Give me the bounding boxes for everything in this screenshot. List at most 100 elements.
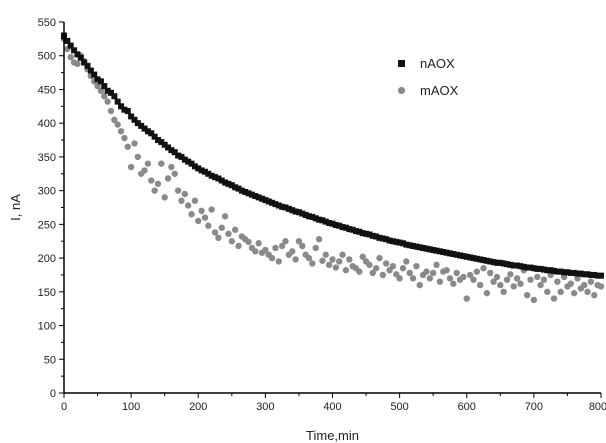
naox-point [346, 226, 353, 233]
maox-point [587, 278, 595, 285]
maox-point [406, 269, 413, 277]
maox-point [554, 278, 561, 285]
naox-point [410, 242, 417, 249]
maox-point [470, 276, 477, 283]
maox-point [131, 140, 138, 147]
maox-point [117, 128, 125, 135]
naox-point [238, 187, 245, 194]
maox-point [534, 273, 541, 281]
naox-point [473, 255, 480, 262]
maox-point [550, 295, 558, 302]
maox-point [221, 213, 229, 220]
maox-point [433, 261, 440, 269]
maox-point [416, 281, 423, 289]
naox-point [366, 231, 373, 238]
maox-point [299, 242, 306, 250]
naox-point [369, 232, 376, 239]
y-tick-label: 450 [38, 84, 56, 96]
naox-point [215, 175, 222, 182]
naox-point [386, 237, 393, 244]
maox-point [235, 242, 242, 250]
naox-point [198, 167, 205, 174]
maox-point [346, 256, 353, 263]
maox-point [597, 283, 605, 290]
naox-point [235, 185, 242, 192]
naox-point [443, 249, 450, 256]
maox-point [399, 265, 407, 272]
naox-point [574, 270, 581, 277]
maox-point [493, 273, 501, 281]
naox-point [514, 262, 521, 269]
naox-point [161, 141, 168, 148]
maox-point [403, 258, 410, 265]
naox-point [208, 172, 215, 179]
naox-point [594, 272, 601, 279]
naox-point [128, 113, 135, 120]
maox-point [289, 248, 296, 255]
naox-point [510, 262, 517, 269]
naox-point [591, 271, 598, 278]
maox-point [379, 271, 387, 279]
y-axis-label: I, nA [8, 194, 23, 221]
maox-point [450, 280, 457, 287]
maox-point [97, 87, 105, 95]
naox-point [460, 253, 467, 260]
naox-point [111, 93, 118, 100]
naox-point [373, 233, 380, 240]
naox-point [450, 251, 457, 258]
naox-point [292, 208, 299, 215]
naox-point [101, 83, 108, 90]
naox-point [581, 271, 588, 278]
naox-point [490, 259, 497, 266]
y-tick-label: 100 [38, 321, 56, 333]
naox-point [520, 263, 527, 270]
naox-point [493, 259, 500, 266]
naox-point [329, 220, 336, 227]
maox-point [476, 281, 484, 289]
maox-point [356, 268, 363, 275]
maox-point [272, 244, 279, 252]
naox-point [242, 188, 249, 195]
maox-point [171, 170, 178, 177]
maox-point [312, 244, 319, 252]
naox-point [275, 202, 282, 209]
y-tick-label: 50 [44, 354, 56, 366]
maox-point [148, 177, 155, 184]
naox-point [124, 108, 131, 115]
naox-point [181, 156, 188, 163]
legend-label-naox: nAOX [420, 56, 455, 71]
x-axis-label: Time,min [306, 428, 359, 443]
maox-point [282, 238, 289, 245]
maox-point [168, 163, 175, 171]
maox-point [127, 163, 135, 171]
naox-point [64, 37, 71, 44]
naox-point [342, 224, 349, 231]
y-tick-label: 0 [50, 388, 56, 400]
maox-point [94, 82, 101, 90]
naox-point [567, 269, 574, 276]
naox-point [71, 47, 78, 54]
maox-point [523, 291, 531, 299]
maox-point [376, 254, 383, 262]
y-tick-label: 350 [38, 152, 56, 164]
maox-point [466, 271, 474, 279]
naox-point [285, 205, 292, 212]
naox-point [534, 265, 541, 272]
naox-point [232, 184, 239, 191]
naox-point [165, 144, 172, 151]
naox-point [587, 271, 594, 278]
maox-point [500, 288, 507, 296]
naox-point [158, 139, 165, 146]
x-tick-label: 500 [390, 401, 408, 413]
naox-point [282, 204, 289, 211]
x-tick-label: 300 [256, 401, 274, 413]
maox-point [151, 187, 158, 194]
maox-point [513, 275, 521, 282]
naox-point [356, 228, 363, 235]
maox-point [389, 262, 397, 270]
maox-point [101, 93, 108, 100]
naox-point [376, 234, 383, 241]
maox-point [460, 273, 467, 281]
maox-point [305, 254, 313, 262]
naox-point [540, 266, 547, 273]
